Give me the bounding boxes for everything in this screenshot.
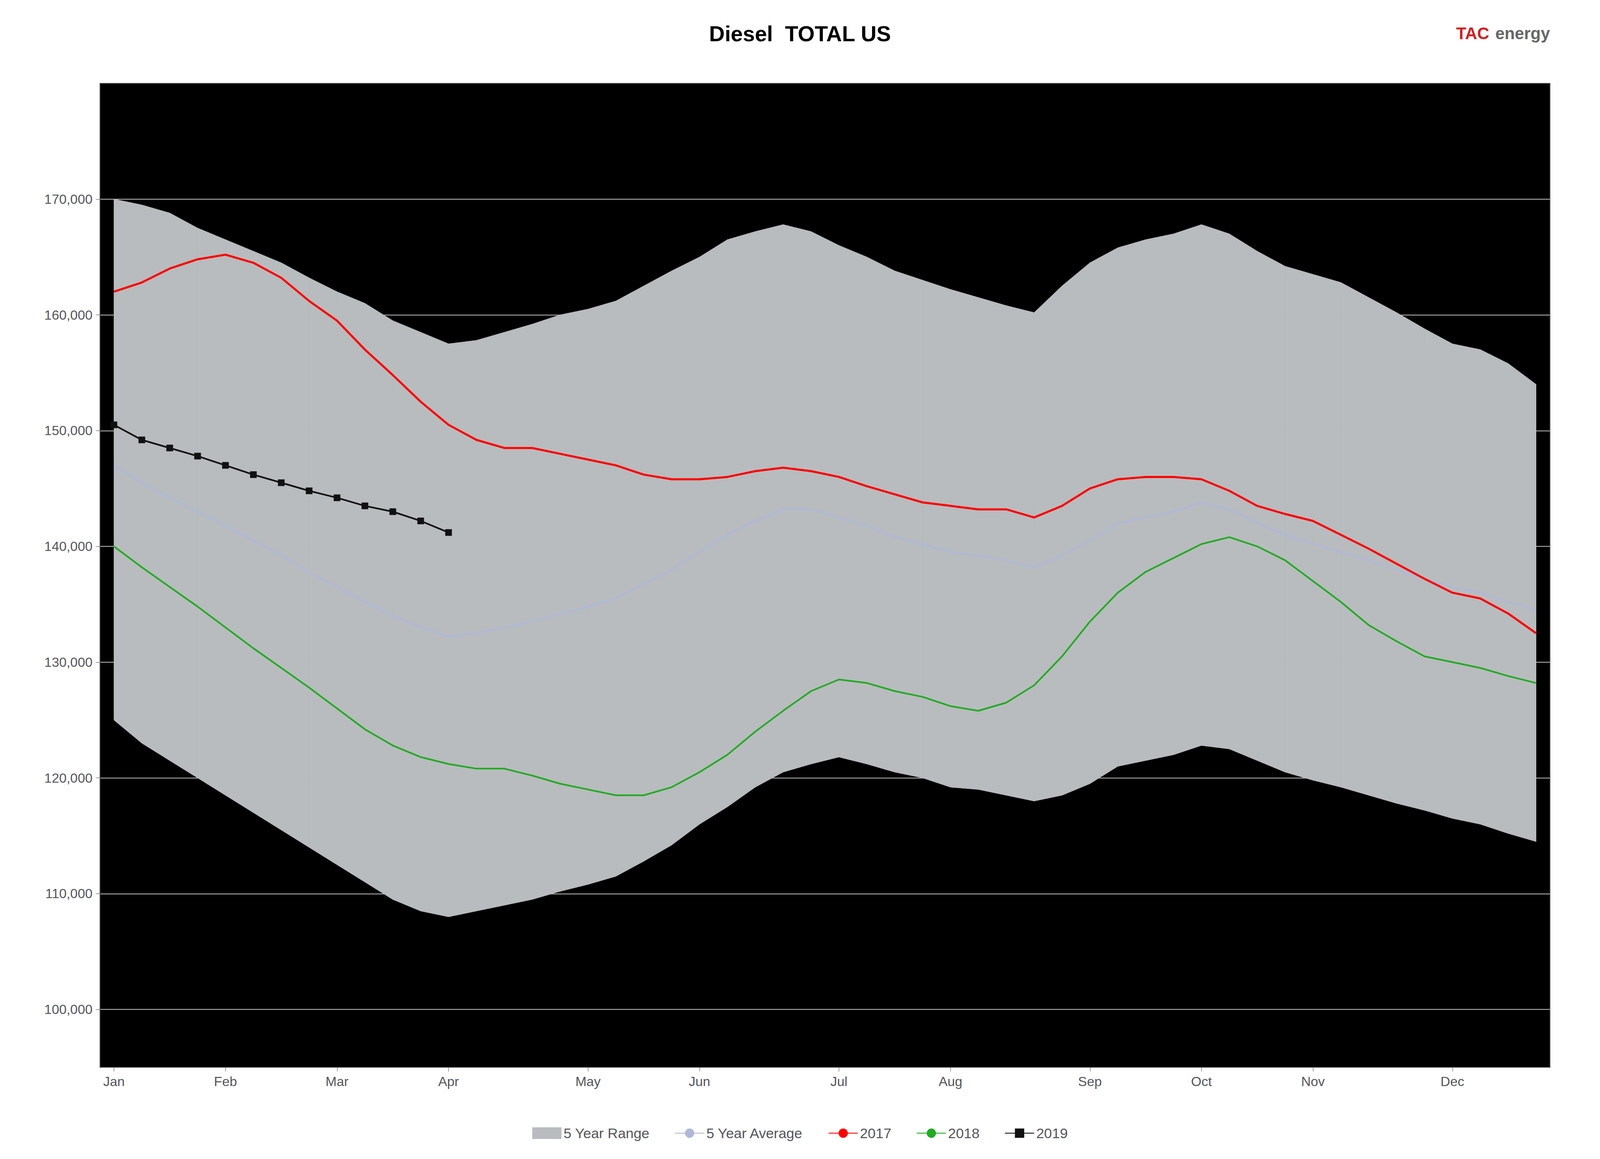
svg-text:5 Year Average: 5 Year Average	[706, 1125, 803, 1141]
svg-text:May: May	[575, 1073, 601, 1089]
svg-text:Sep: Sep	[1077, 1073, 1102, 1089]
svg-text:120,000: 120,000	[44, 770, 93, 786]
svg-text:150,000: 150,000	[44, 422, 93, 438]
svg-text:130,000: 130,000	[44, 654, 93, 670]
svg-text:Nov: Nov	[1301, 1073, 1325, 1089]
svg-text:Jun: Jun	[688, 1073, 711, 1089]
svg-text:170,000: 170,000	[44, 191, 93, 207]
svg-text:TAC: TAC	[1456, 24, 1490, 43]
svg-text:2017: 2017	[860, 1125, 892, 1141]
svg-text:Feb: Feb	[214, 1073, 238, 1089]
svg-text:2018: 2018	[947, 1125, 980, 1141]
svg-text:Diesel TOTAL US: Diesel TOTAL US	[709, 21, 891, 46]
svg-text:5 Year Range: 5 Year Range	[563, 1125, 650, 1141]
svg-text:energy: energy	[1495, 24, 1551, 43]
svg-text:Jul: Jul	[830, 1073, 848, 1089]
svg-text:Mar: Mar	[325, 1073, 349, 1089]
svg-text:2019: 2019	[1036, 1125, 1068, 1141]
svg-text:110,000: 110,000	[45, 885, 93, 901]
svg-text:100,000: 100,000	[44, 1001, 93, 1017]
svg-text:160,000: 160,000	[44, 307, 93, 323]
svg-text:Dec: Dec	[1440, 1073, 1465, 1089]
svg-text:140,000: 140,000	[44, 538, 93, 554]
svg-text:Aug: Aug	[938, 1073, 963, 1089]
svg-text:Apr: Apr	[438, 1073, 460, 1089]
svg-text:Oct: Oct	[1191, 1073, 1213, 1089]
svg-text:Jan: Jan	[103, 1073, 125, 1089]
